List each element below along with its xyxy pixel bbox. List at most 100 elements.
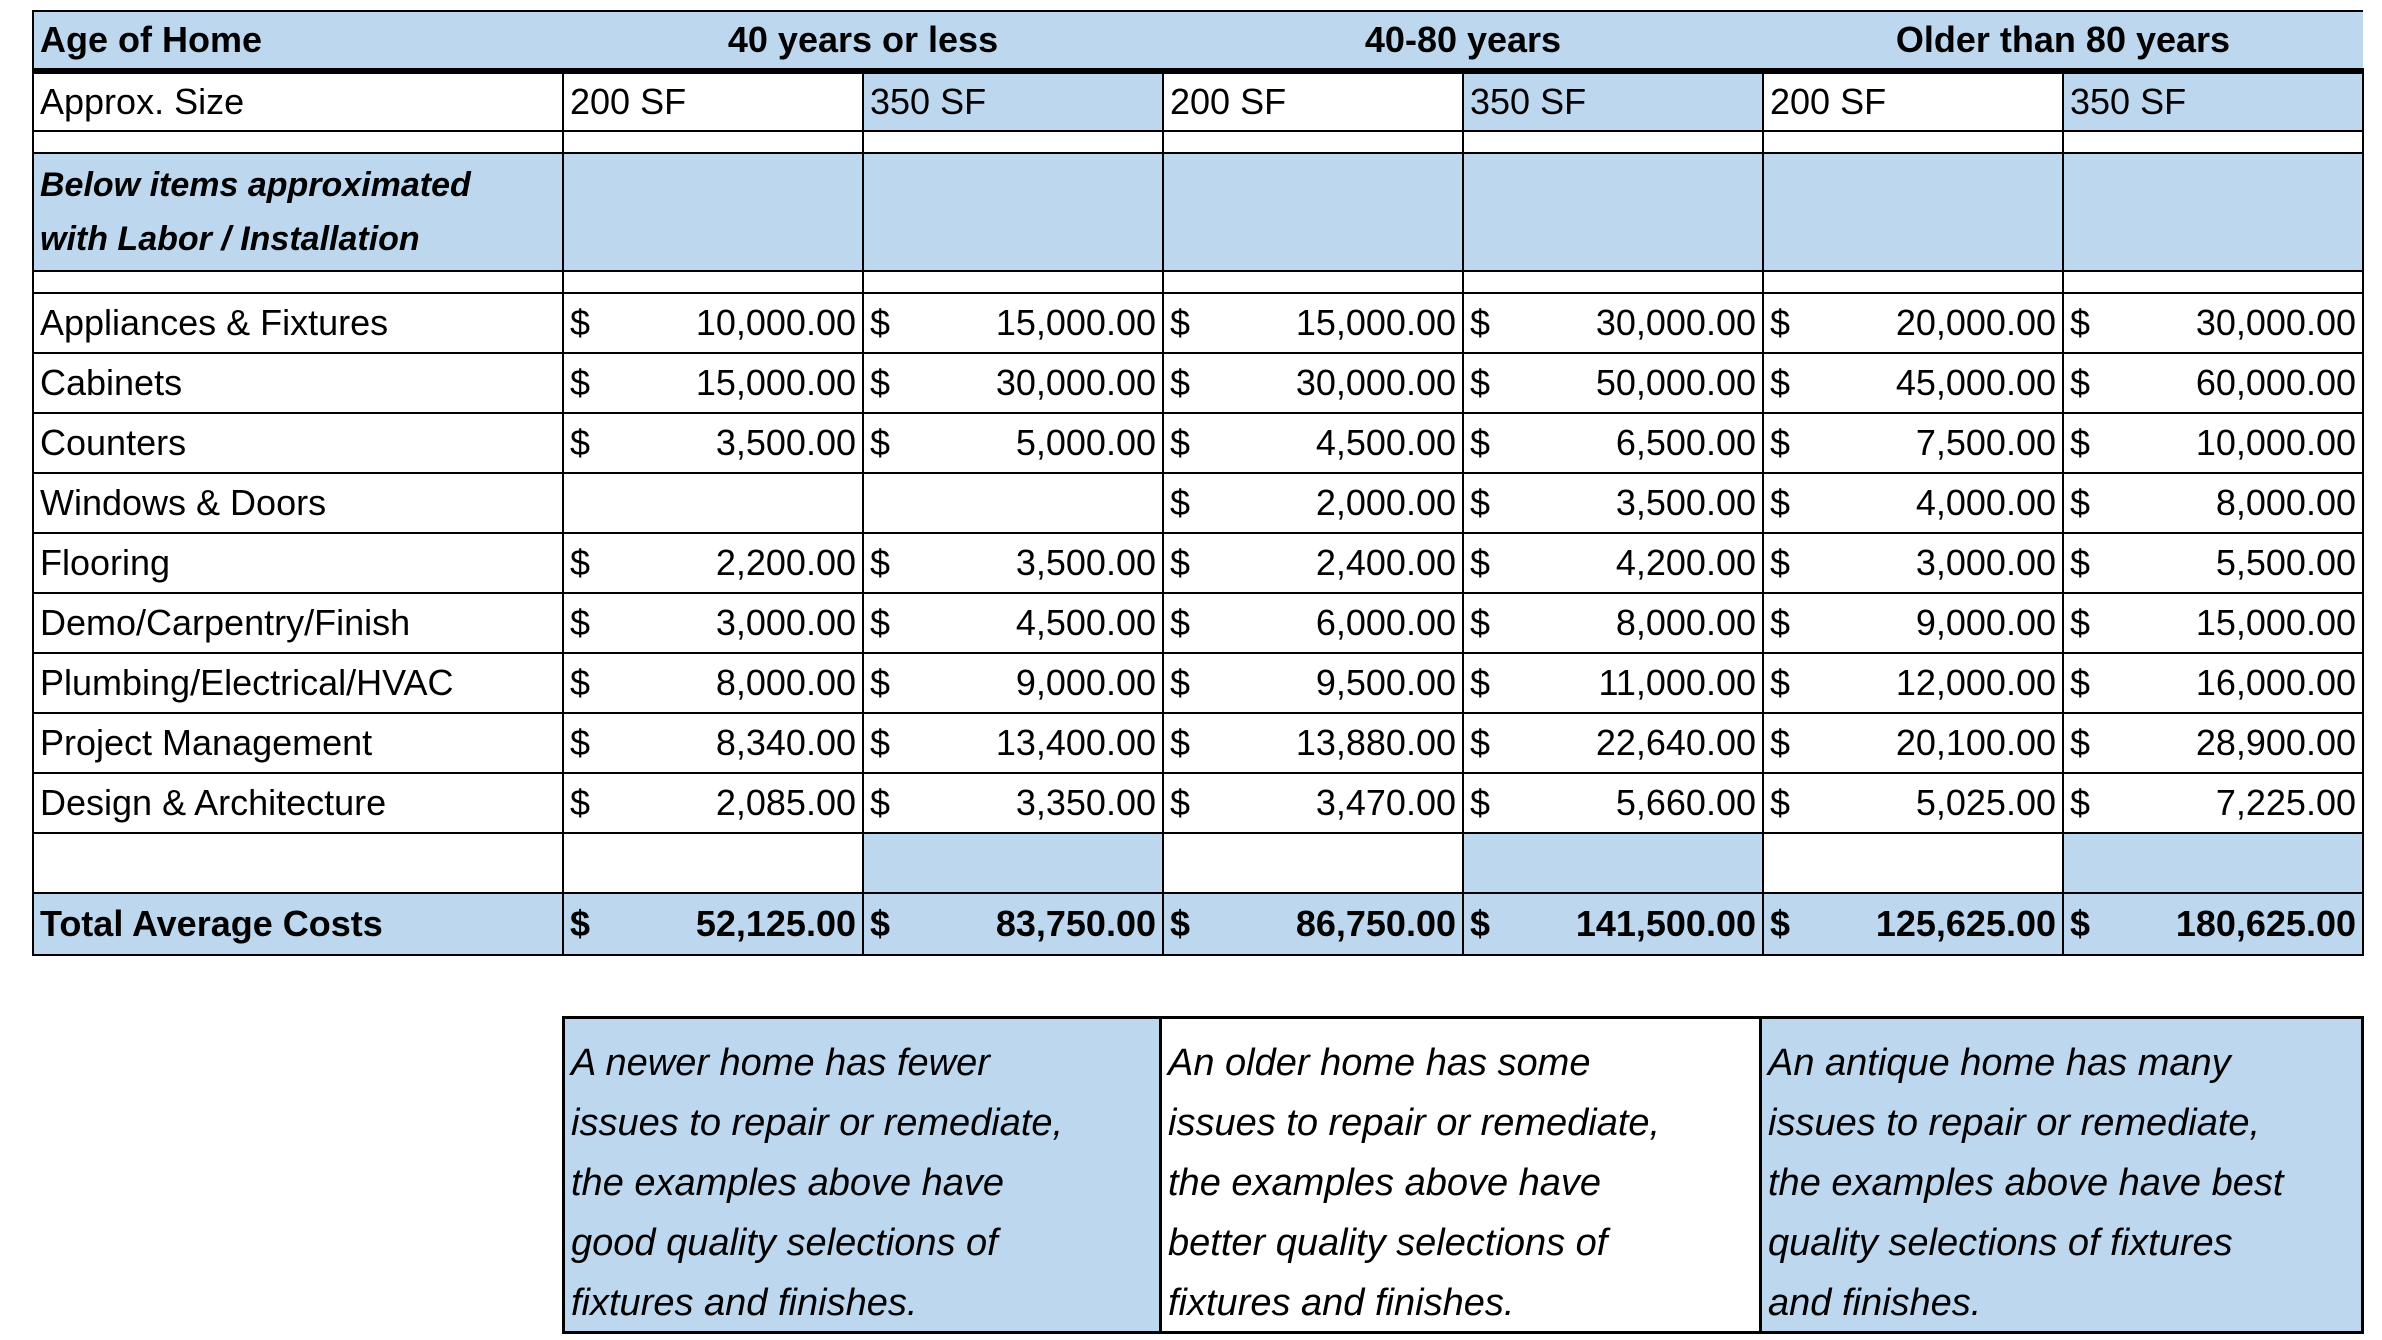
amount: 3,000.00 [715, 602, 856, 643]
table-row: Counters $3,500.00 $5,000.00 $4,500.00 $6,50… [32, 412, 2364, 474]
currency: $ [1170, 903, 1191, 944]
money: $22,640.00 [1470, 722, 1756, 764]
empty-cell [562, 130, 864, 154]
cost-cell: $3,500.00 [1462, 472, 1764, 534]
amount: 16,000.00 [2195, 662, 2356, 703]
table-row: Project Management $8,340.00 $13,400.00 $13… [32, 712, 2364, 774]
amount: 20,000.00 [1895, 302, 2056, 343]
currency: $ [1770, 362, 1791, 403]
description-line: the examples above have [571, 1162, 1005, 1204]
money: $9,000.00 [870, 662, 1156, 704]
description-line: issues to repair or remediate, [1168, 1102, 1661, 1144]
money: $15,000.00 [570, 362, 856, 404]
amount: 2,200.00 [715, 542, 856, 583]
table-row: Demo/Carpentry/Finish $3,000.00 $4,500.00 $… [32, 592, 2364, 654]
currency: $ [1770, 482, 1791, 523]
cost-cell: $15,000.00 [1162, 292, 1464, 354]
description-box: An older home has some issues to repair o… [1162, 1016, 1762, 1334]
empty-cell [562, 270, 864, 294]
currency: $ [1470, 782, 1491, 823]
item-label: Plumbing/Electrical/HVAC [32, 652, 564, 714]
amount: 5,025.00 [1915, 782, 2056, 823]
currency: $ [1770, 903, 1791, 944]
currency: $ [870, 362, 891, 403]
money: $30,000.00 [1170, 362, 1456, 404]
money: $6,500.00 [1470, 422, 1756, 464]
cost-cell: $3,470.00 [1162, 772, 1464, 834]
currency: $ [1470, 662, 1491, 703]
amount: 86,750.00 [1295, 903, 1456, 944]
description-line: the examples above have best [1768, 1162, 2284, 1204]
cost-cell: $3,350.00 [862, 772, 1164, 834]
money: $86,750.00 [1170, 903, 1456, 945]
empty-cell [862, 130, 1164, 154]
cost-cell: $8,000.00 [562, 652, 864, 714]
description-line: and finishes. [1768, 1282, 1982, 1324]
money: $10,000.00 [2070, 422, 2356, 464]
amount: 83,750.00 [995, 903, 1156, 944]
description-line: fixtures and finishes. [1168, 1282, 1515, 1324]
empty-cell [2062, 130, 2364, 154]
currency: $ [1470, 482, 1491, 523]
empty-cell [1462, 130, 1764, 154]
amount: 141,500.00 [1575, 903, 1756, 944]
amount: 9,000.00 [1015, 662, 1156, 703]
table-row: Total Average Costs $52,125.00 $83,750.00 $… [32, 892, 2364, 956]
cost-cell: $4,500.00 [1162, 412, 1464, 474]
currency: $ [570, 662, 591, 703]
empty-cell [1462, 152, 1764, 272]
money: $4,200.00 [1470, 542, 1756, 584]
currency: $ [870, 302, 891, 343]
amount: 30,000.00 [1595, 302, 1756, 343]
cost-cell: $2,200.00 [562, 532, 864, 594]
money: $7,225.00 [2070, 782, 2356, 824]
amount: 4,200.00 [1615, 542, 1756, 583]
currency: $ [1170, 422, 1191, 463]
currency: $ [1470, 602, 1491, 643]
amount: 22,640.00 [1595, 722, 1756, 763]
currency: $ [2070, 903, 2091, 944]
amount: 5,660.00 [1615, 782, 1756, 823]
cost-cell: $16,000.00 [2062, 652, 2364, 714]
empty-cell [1462, 832, 1764, 894]
cost-cell: $22,640.00 [1462, 712, 1764, 774]
money: $3,350.00 [870, 782, 1156, 824]
empty-cell [2062, 832, 2364, 894]
group-header: 40 years or less [563, 10, 1163, 74]
amount: 7,500.00 [1915, 422, 2056, 463]
amount: 50,000.00 [1595, 362, 1756, 403]
table-row: Below items approximated with Labor / Ins… [32, 152, 2364, 272]
cost-cell: $52,125.00 [562, 892, 864, 956]
cost-cell: $5,025.00 [1762, 772, 2064, 834]
currency: $ [1170, 602, 1191, 643]
cost-cell: $15,000.00 [862, 292, 1164, 354]
currency: $ [2070, 482, 2091, 523]
cost-cell: $8,000.00 [2062, 472, 2364, 534]
money: $9,500.00 [1170, 662, 1456, 704]
amount: 30,000.00 [995, 362, 1156, 403]
currency: $ [1470, 722, 1491, 763]
size: 350 SF [862, 70, 1164, 132]
amount: 8,000.00 [715, 662, 856, 703]
currency: $ [570, 542, 591, 583]
money: $12,000.00 [1770, 662, 2056, 704]
cost-cell: $83,750.00 [862, 892, 1164, 956]
currency: $ [1770, 602, 1791, 643]
currency: $ [870, 542, 891, 583]
amount: 30,000.00 [2195, 302, 2356, 343]
item-label: Design & Architecture [32, 772, 564, 834]
table-row: Plumbing/Electrical/HVAC $8,000.00 $9,000.… [32, 652, 2364, 714]
amount: 3,350.00 [1015, 782, 1156, 823]
amount: 52,125.00 [695, 903, 856, 944]
cost-cell: $141,500.00 [1462, 892, 1764, 956]
currency: $ [1470, 542, 1491, 583]
table-row: Windows & Doors $2,000.00 $3,500.00 $4,000.… [32, 472, 2364, 534]
cost-cell: $7,225.00 [2062, 772, 2364, 834]
money: $3,000.00 [1770, 542, 2056, 584]
cost-cell: $3,500.00 [562, 412, 864, 474]
cost-cell: $9,000.00 [862, 652, 1164, 714]
description-line: An antique home has many [1768, 1042, 2231, 1084]
item-label: Cabinets [32, 352, 564, 414]
currency: $ [570, 602, 591, 643]
cost-cell: $5,660.00 [1462, 772, 1764, 834]
